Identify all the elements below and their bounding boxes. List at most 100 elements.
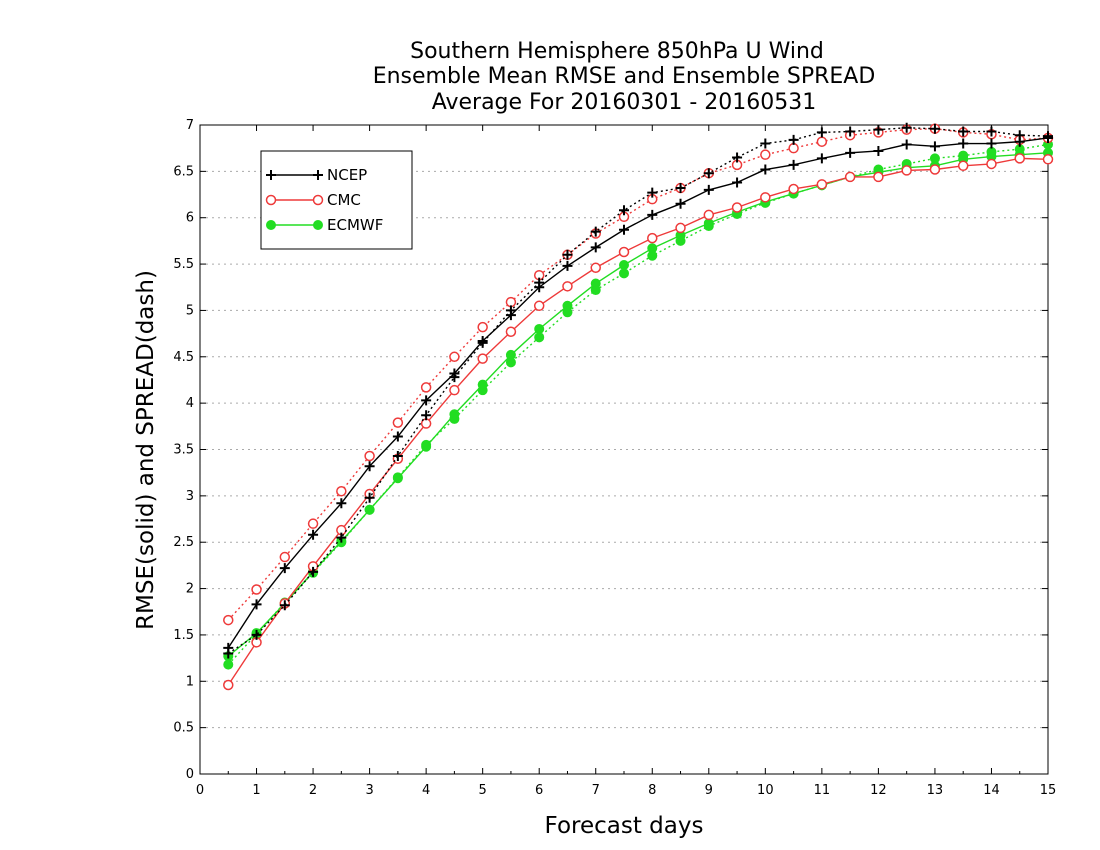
- ncep-rmse-series: [223, 132, 1053, 653]
- x-tick-label: 8: [648, 783, 656, 798]
- ncep-rmse-point: [873, 145, 884, 156]
- cmc-rmse-point: [816, 179, 828, 190]
- ncep-spread-point: [421, 410, 432, 421]
- cmc-rmse-point: [590, 262, 601, 274]
- cmc-rmse-point: [1014, 153, 1025, 164]
- cmc-spread-point: [251, 584, 262, 595]
- cmc-spread-point: [223, 614, 234, 626]
- cmc-spread-point: [816, 136, 828, 147]
- ncep-spread-series: [223, 122, 1053, 659]
- ncep-rmse-point: [279, 563, 290, 574]
- ncep-rmse-point: [223, 642, 234, 653]
- x-tick-label: 5: [479, 783, 487, 798]
- ecmwf-rmse-point: [477, 379, 488, 390]
- ncep-rmse-point: [732, 177, 743, 188]
- ecmwf-rmse-point: [647, 243, 658, 254]
- ecmwf-rmse-point: [392, 473, 403, 484]
- cmc-spread-point: [364, 450, 375, 462]
- legend-item-ecmwf: ECMWF: [266, 216, 383, 234]
- ncep-spread-point: [364, 492, 375, 503]
- ncep-rmse-point: [929, 141, 940, 152]
- ncep-spread-point: [986, 126, 997, 137]
- x-tick-label: 9: [705, 783, 713, 798]
- ncep-rmse-point: [308, 529, 319, 540]
- ncep-spread-point: [336, 532, 347, 543]
- y-tick-label: 5: [186, 303, 194, 318]
- x-tick-label: 4: [422, 783, 430, 798]
- legend-marker-cmc: [265, 194, 277, 206]
- cmc-rmse-point: [901, 165, 912, 176]
- ncep-rmse-point: [788, 159, 799, 170]
- title-line-2: Ensemble Mean RMSE and Ensemble SPREAD: [373, 64, 876, 89]
- y-tick-label: 6: [186, 211, 194, 226]
- ecmwf-spread-point: [534, 332, 545, 343]
- cmc-rmse-point: [505, 326, 517, 338]
- y-tick-label: 3.5: [173, 443, 194, 458]
- ecmwf-rmse-point: [421, 441, 432, 452]
- cmc-rmse-point: [449, 384, 460, 396]
- ncep-spread-point: [590, 226, 601, 237]
- ncep-spread-point: [675, 183, 686, 194]
- cmc-rmse-point: [844, 171, 856, 183]
- x-tick-label: 10: [757, 783, 774, 798]
- legend-label-cmc: CMC: [327, 191, 361, 209]
- ncep-rmse-point: [958, 138, 969, 149]
- ncep-rmse-point: [421, 395, 432, 406]
- ncep-spread-point: [279, 600, 290, 611]
- y-tick-label: 1.5: [173, 628, 194, 643]
- ncep-rmse-point: [562, 260, 573, 271]
- ncep-spread-point: [251, 629, 262, 640]
- ecmwf-rmse-point: [562, 300, 573, 311]
- x-tick-label: 0: [196, 783, 204, 798]
- cmc-spread-point: [477, 321, 488, 333]
- x-tick-label: 2: [309, 783, 317, 798]
- cmc-spread-point: [420, 382, 432, 393]
- ecmwf-rmse-point: [505, 349, 516, 360]
- cmc-rmse-point: [760, 192, 771, 203]
- legend-label-ecmwf: ECMWF: [327, 216, 383, 234]
- ecmwf-rmse-point: [619, 259, 629, 270]
- y-tick-label: 0.5: [173, 721, 194, 736]
- ncep-rmse-point: [845, 147, 856, 158]
- ncep-rmse-point: [986, 138, 997, 149]
- y-tick-label: 0: [186, 767, 194, 782]
- ecmwf-rmse-point: [364, 504, 375, 515]
- legend-label-ncep: NCEP: [327, 166, 367, 184]
- ncep-spread-point: [619, 205, 629, 216]
- y-axis-label: RMSE(solid) and SPREAD(dash): [133, 270, 159, 630]
- cmc-spread-point: [505, 296, 517, 308]
- title-line-1: Southern Hemisphere 850hPa U Wind: [410, 39, 824, 64]
- cmc-rmse-point: [533, 300, 545, 312]
- y-tick-label: 4: [186, 396, 194, 411]
- series-layer: [223, 122, 1054, 691]
- x-tick-label: 7: [592, 783, 600, 798]
- x-axis: 0 1 2 3 4 5 6 7 8 9 10 11 12 13 14 15: [196, 125, 1056, 798]
- ncep-rmse-point: [477, 336, 488, 347]
- ncep-rmse-point: [534, 282, 545, 293]
- ecmwf-rmse-point: [534, 323, 545, 334]
- ecmwf-spread-point: [619, 268, 629, 279]
- cmc-rmse-point: [957, 160, 969, 172]
- cmc-spread-point: [307, 518, 319, 529]
- cmc-rmse-point: [873, 171, 884, 183]
- cmc-rmse-point: [986, 158, 997, 170]
- ncep-rmse-point: [364, 461, 375, 472]
- ncep-spread-point: [308, 566, 319, 577]
- legend-marker-ncep: [313, 170, 323, 180]
- ncep-spread-point: [845, 126, 856, 137]
- ecmwf-spread-point: [223, 659, 234, 670]
- chart-title: Southern Hemisphere 850hPa U Wind Ensemb…: [373, 39, 876, 115]
- x-axis-label: Forecast days: [545, 813, 704, 839]
- ecmwf-rmse-point: [590, 278, 601, 289]
- y-tick-label: 4.5: [173, 350, 194, 365]
- cmc-rmse-series: [223, 153, 1054, 691]
- ncep-spread-point: [703, 168, 714, 179]
- ncep-spread-point: [901, 122, 912, 133]
- x-tick-label: 3: [365, 783, 373, 798]
- ncep-rmse-point: [760, 164, 771, 175]
- ncep-rmse-point: [449, 368, 460, 379]
- x-tick-label: 13: [927, 783, 944, 798]
- ncep-rmse-point: [1043, 132, 1053, 143]
- x-tick-label: 6: [535, 783, 543, 798]
- y-tick-label: 1: [186, 674, 194, 689]
